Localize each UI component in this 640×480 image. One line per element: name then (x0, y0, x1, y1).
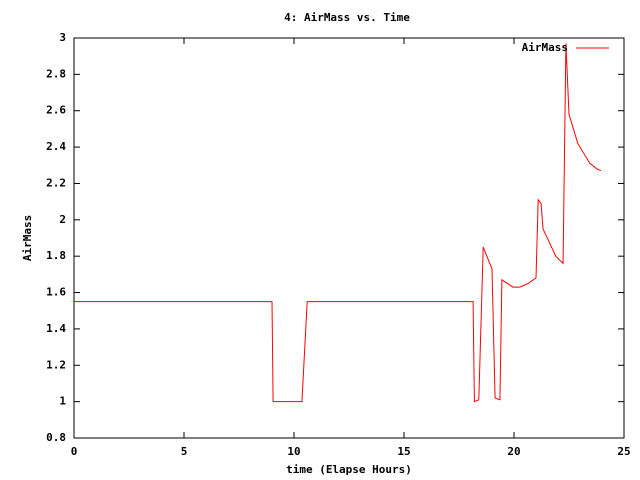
y-tick-label: 3 (59, 31, 66, 44)
x-axis-label: time (Elapse Hours) (286, 463, 412, 476)
y-tick-label: 1.8 (46, 249, 66, 262)
y-tick-label: 2 (59, 213, 66, 226)
x-tick-label: 25 (617, 445, 630, 458)
y-tick-label: 2.4 (46, 140, 66, 153)
y-axis-label: AirMass (21, 215, 34, 261)
x-tick-label: 0 (71, 445, 78, 458)
x-tick-label: 10 (287, 445, 300, 458)
chart-title: 4: AirMass vs. Time (284, 11, 410, 24)
y-tick-label: 1.4 (46, 322, 66, 335)
x-tick-label: 20 (507, 445, 520, 458)
data-line (74, 43, 602, 403)
y-tick-label: 1 (59, 395, 66, 408)
x-tick-label: 5 (181, 445, 188, 458)
y-tick-label: 2.8 (46, 67, 66, 80)
plot-frame (73, 37, 625, 439)
legend-label: AirMass (522, 41, 568, 54)
x-tick-label: 15 (397, 445, 410, 458)
y-tick-label: 2.6 (46, 104, 66, 117)
y-tick-label: 2.2 (46, 176, 66, 189)
y-tick-label: 0.8 (46, 431, 66, 444)
y-tick-label: 1.6 (46, 286, 66, 299)
y-tick-label: 1.2 (46, 358, 66, 371)
